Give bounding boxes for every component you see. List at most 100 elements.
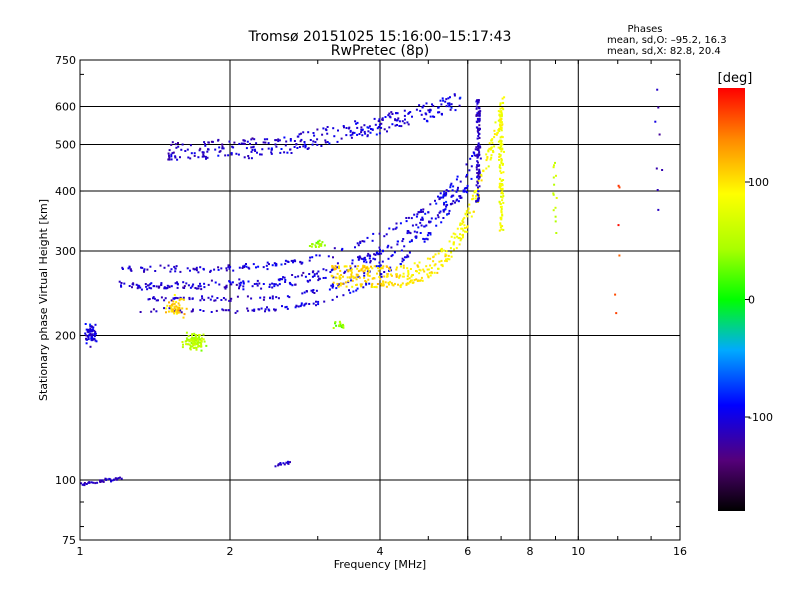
data-point bbox=[258, 308, 261, 311]
data-point bbox=[395, 112, 398, 114]
data-point bbox=[166, 284, 169, 287]
data-point bbox=[294, 306, 297, 309]
data-point bbox=[86, 338, 88, 341]
data-point bbox=[419, 210, 422, 213]
data-point bbox=[266, 138, 269, 141]
data-point bbox=[120, 282, 123, 284]
data-point bbox=[250, 150, 253, 153]
data-point bbox=[201, 297, 204, 300]
data-point bbox=[295, 305, 298, 308]
data-point bbox=[267, 147, 270, 150]
data-point bbox=[371, 239, 374, 242]
data-point bbox=[420, 208, 423, 211]
data-point bbox=[179, 156, 181, 159]
data-point bbox=[498, 164, 501, 167]
data-point bbox=[278, 463, 281, 466]
data-point bbox=[502, 195, 505, 197]
data-point bbox=[285, 305, 288, 308]
data-point bbox=[190, 345, 193, 348]
data-point bbox=[251, 285, 254, 288]
data-point bbox=[286, 307, 289, 310]
data-point bbox=[93, 333, 96, 336]
y-tick-label: 750 bbox=[55, 54, 76, 67]
data-point bbox=[432, 260, 435, 263]
data-point bbox=[174, 282, 177, 285]
data-point bbox=[501, 191, 503, 194]
data-point bbox=[377, 120, 380, 123]
x-tick-label: 16 bbox=[673, 545, 687, 558]
data-point bbox=[172, 151, 175, 154]
data-point bbox=[318, 277, 321, 280]
data-point bbox=[88, 481, 91, 484]
data-point bbox=[426, 268, 429, 271]
data-point bbox=[427, 232, 430, 234]
data-point bbox=[338, 324, 340, 327]
data-point bbox=[195, 268, 198, 270]
data-point bbox=[499, 148, 502, 151]
data-point bbox=[170, 306, 173, 309]
data-point bbox=[214, 299, 217, 302]
data-point bbox=[499, 203, 502, 205]
data-point bbox=[476, 200, 479, 203]
data-point bbox=[437, 216, 440, 219]
data-point bbox=[396, 240, 399, 243]
data-point bbox=[186, 148, 189, 151]
data-point bbox=[196, 338, 199, 341]
data-point bbox=[242, 281, 245, 284]
data-point bbox=[427, 276, 430, 279]
data-point bbox=[501, 136, 504, 139]
data-point bbox=[462, 218, 465, 221]
data-point bbox=[499, 167, 502, 170]
data-point bbox=[449, 247, 452, 250]
data-point bbox=[120, 477, 123, 480]
data-point bbox=[283, 276, 286, 279]
data-point bbox=[196, 342, 199, 345]
data-point bbox=[406, 278, 409, 281]
data-point bbox=[293, 140, 296, 142]
data-point bbox=[500, 114, 503, 117]
data-point bbox=[553, 164, 555, 167]
data-point bbox=[334, 322, 336, 325]
data-point bbox=[279, 278, 282, 280]
data-point bbox=[213, 299, 216, 302]
data-point bbox=[500, 157, 503, 160]
data-point bbox=[380, 282, 383, 285]
data-point bbox=[246, 140, 249, 143]
data-point bbox=[376, 283, 379, 285]
data-point bbox=[499, 177, 502, 180]
data-point bbox=[452, 200, 455, 203]
data-point bbox=[186, 343, 189, 346]
data-point bbox=[240, 281, 242, 284]
data-point bbox=[456, 227, 459, 230]
data-point bbox=[317, 245, 320, 248]
data-point bbox=[322, 268, 325, 271]
data-point bbox=[300, 138, 303, 141]
data-point bbox=[367, 252, 370, 255]
data-point bbox=[225, 269, 228, 272]
data-point bbox=[335, 287, 338, 290]
data-point bbox=[364, 258, 367, 261]
data-point bbox=[468, 169, 471, 172]
data-point bbox=[202, 153, 205, 156]
data-point bbox=[422, 208, 425, 211]
data-point bbox=[499, 139, 502, 142]
data-point bbox=[379, 264, 382, 267]
data-point bbox=[289, 148, 292, 151]
data-point bbox=[476, 188, 479, 191]
data-point bbox=[388, 115, 391, 118]
data-point bbox=[382, 283, 385, 286]
data-point bbox=[365, 261, 368, 264]
data-point bbox=[362, 270, 365, 273]
data-point bbox=[461, 222, 464, 225]
data-point bbox=[394, 282, 396, 285]
data-point bbox=[407, 255, 410, 258]
data-point bbox=[374, 253, 377, 256]
data-point bbox=[380, 284, 383, 287]
data-point bbox=[499, 186, 501, 189]
data-point bbox=[499, 107, 502, 110]
data-point bbox=[194, 343, 197, 346]
data-point bbox=[348, 289, 350, 292]
data-point bbox=[361, 134, 364, 137]
data-point bbox=[253, 138, 256, 141]
